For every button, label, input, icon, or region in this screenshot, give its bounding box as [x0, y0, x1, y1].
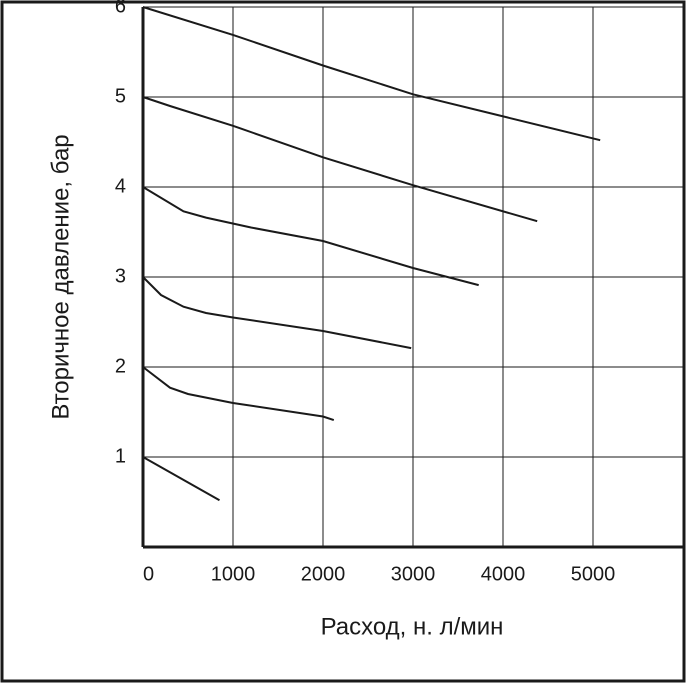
- line-series: [142, 276, 412, 350]
- x-tick-label: 0: [143, 563, 154, 585]
- x-tick-label: 2000: [301, 563, 346, 585]
- x-tick-label: 5000: [571, 563, 616, 585]
- y-tick-label: 3: [115, 265, 126, 287]
- x-axis-label: Расход, н. л/мин: [321, 613, 504, 640]
- line-series: [142, 366, 335, 422]
- line-series: [142, 96, 538, 223]
- y-tick-label: 1: [115, 445, 126, 467]
- line-series: [142, 6, 601, 142]
- x-tick-label: 3000: [391, 563, 436, 585]
- line-series: [142, 456, 220, 502]
- x-tick-label: 4000: [481, 563, 526, 585]
- line-series: [142, 186, 479, 287]
- y-tick-label: 2: [115, 355, 126, 377]
- y-tick-label: 5: [115, 85, 126, 107]
- y-axis-label: Вторичное давление, бар: [47, 134, 74, 419]
- y-tick-label: 4: [115, 175, 126, 197]
- y-tick-label: 6: [115, 0, 126, 17]
- x-tick-label: 1000: [211, 563, 256, 585]
